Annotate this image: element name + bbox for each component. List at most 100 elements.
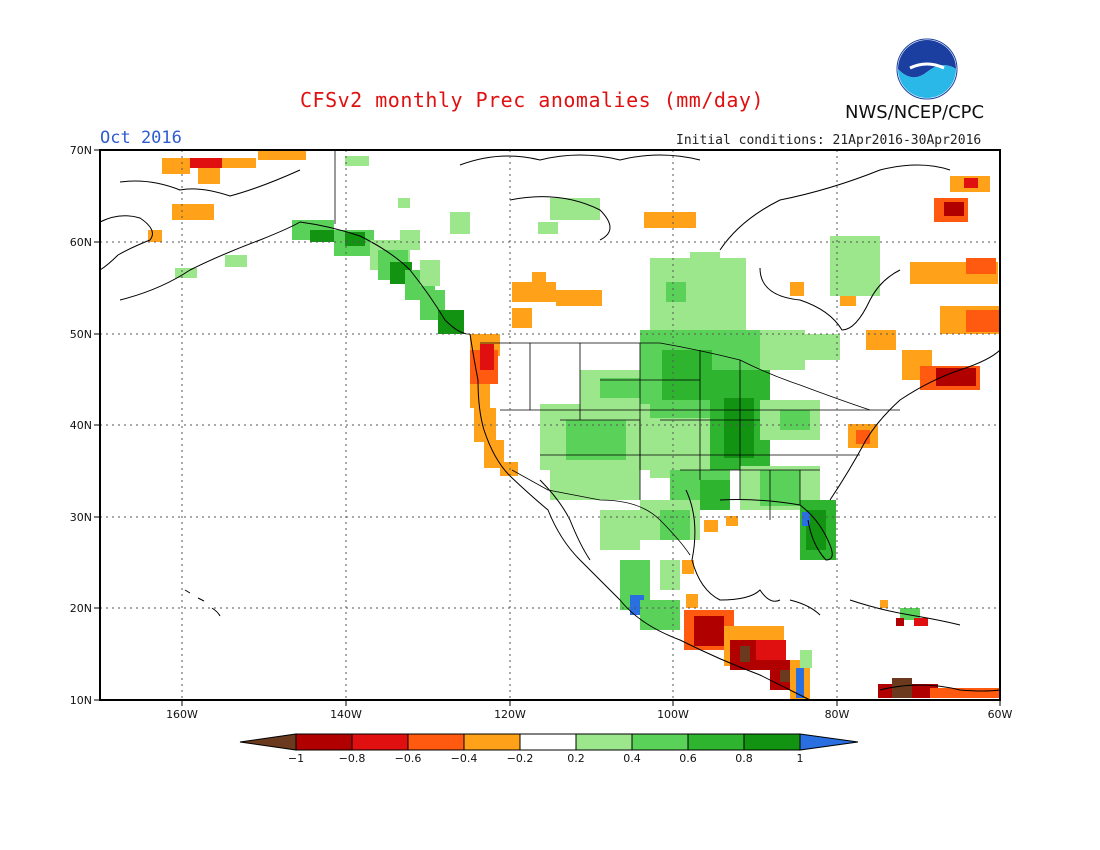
anomaly-patch bbox=[686, 594, 698, 608]
anomaly-patch bbox=[640, 600, 680, 630]
colorbar-label: −0.4 bbox=[451, 752, 478, 765]
anomaly-patch bbox=[724, 398, 754, 458]
anomaly-patch bbox=[694, 616, 724, 646]
colorbar-segment bbox=[295, 733, 353, 751]
lat-label: 20N bbox=[70, 602, 92, 615]
anomaly-patch bbox=[662, 350, 712, 400]
anomaly-patch bbox=[532, 272, 546, 282]
anomaly-patch bbox=[198, 168, 220, 184]
colorbar-arrow-low bbox=[239, 733, 297, 751]
anomaly-patch bbox=[966, 258, 996, 274]
org-label: NWS/NCEP/CPC bbox=[845, 102, 985, 123]
anomaly-patch bbox=[740, 646, 750, 662]
anomaly-patch bbox=[790, 282, 804, 296]
anomaly-patch bbox=[190, 158, 222, 168]
colorbar-label: 0.8 bbox=[735, 752, 753, 765]
anomaly-patch bbox=[800, 650, 812, 668]
lat-label: 70N bbox=[70, 144, 92, 157]
anomaly-patch bbox=[704, 520, 718, 532]
lat-label: 50N bbox=[70, 328, 92, 341]
anomaly-patch bbox=[556, 290, 602, 306]
anomaly-patch bbox=[480, 344, 494, 370]
colorbar-segment bbox=[743, 733, 801, 751]
anomaly-patch bbox=[600, 510, 640, 550]
anomaly-patch bbox=[900, 608, 920, 620]
anomaly-patch bbox=[800, 334, 840, 360]
colorbar-label: −1 bbox=[288, 752, 304, 765]
axis-ticks bbox=[94, 149, 1001, 706]
lon-label: 80W bbox=[825, 708, 850, 721]
colorbar-label: −0.2 bbox=[507, 752, 534, 765]
lon-label: 120W bbox=[494, 708, 526, 721]
anomaly-patch bbox=[944, 202, 964, 216]
map-title: CFSv2 monthly Prec anomalies (mm/day) bbox=[300, 88, 765, 112]
lon-label: 160W bbox=[166, 708, 198, 721]
colorbar-label: −0.8 bbox=[339, 752, 366, 765]
anomaly-patch bbox=[936, 368, 976, 386]
colorbar-label: 0.6 bbox=[679, 752, 697, 765]
anomaly-patch bbox=[966, 310, 1000, 332]
anomaly-patch bbox=[345, 156, 369, 166]
lon-label: 140W bbox=[330, 708, 362, 721]
anomaly-patch bbox=[450, 212, 470, 234]
anomaly-patch bbox=[644, 212, 696, 228]
anomaly-patch bbox=[500, 462, 518, 476]
anomaly-patch bbox=[856, 430, 870, 444]
anomaly-patch bbox=[162, 158, 190, 174]
colorbar: −1 −0.8 −0.6 −0.4 −0.2 0.2 0.4 0.6 0.8 1 bbox=[239, 733, 859, 765]
anomaly-patch bbox=[892, 678, 912, 698]
colorbar-label: 0.4 bbox=[623, 752, 641, 765]
anomaly-patch bbox=[566, 420, 626, 460]
anomaly-patch bbox=[880, 600, 888, 608]
anomaly-patch bbox=[512, 308, 532, 328]
lat-label: 40N bbox=[70, 419, 92, 432]
lon-label: 60W bbox=[988, 708, 1013, 721]
anomaly-patch bbox=[172, 204, 214, 220]
lat-label: 10N bbox=[70, 694, 92, 707]
colorbar-segment bbox=[463, 733, 521, 751]
noaa-logo-icon bbox=[896, 38, 958, 100]
anomaly-patch bbox=[726, 516, 738, 526]
anomaly-patch bbox=[512, 282, 556, 302]
colorbar-label: 0.2 bbox=[567, 752, 585, 765]
anomaly-patch bbox=[930, 688, 1000, 698]
anomaly-patch bbox=[222, 158, 256, 168]
lon-label: 100W bbox=[657, 708, 689, 721]
lat-label: 60N bbox=[70, 236, 92, 249]
anomaly-patch bbox=[538, 222, 558, 234]
anomaly-patch bbox=[600, 378, 640, 398]
colorbar-arrow-high bbox=[799, 733, 859, 751]
colorbar-segment bbox=[631, 733, 689, 751]
anomaly-patch bbox=[964, 178, 978, 188]
anomaly-patch bbox=[666, 282, 686, 302]
anomaly-patch bbox=[796, 668, 804, 698]
anomaly-patch bbox=[830, 236, 880, 296]
anomaly-patch bbox=[398, 198, 410, 208]
anomaly-patch bbox=[660, 560, 680, 590]
anomaly-patch bbox=[756, 640, 786, 660]
colorbar-segment bbox=[519, 733, 577, 751]
colorbar-segment bbox=[351, 733, 409, 751]
anomaly-patch bbox=[550, 470, 640, 500]
anomaly-patch bbox=[225, 255, 247, 267]
colorbar-segment bbox=[407, 733, 465, 751]
anomaly-patch bbox=[690, 252, 720, 272]
anomaly-patch bbox=[550, 198, 600, 220]
anomaly-patch bbox=[700, 480, 730, 510]
political-borders bbox=[334, 150, 900, 556]
anomaly-patch bbox=[310, 230, 340, 242]
anomaly-patch bbox=[682, 560, 694, 574]
anomaly-patch bbox=[148, 230, 162, 242]
anomaly-patch bbox=[760, 470, 800, 506]
anomaly-patch bbox=[806, 510, 826, 550]
anomaly-patch bbox=[650, 418, 710, 478]
gridlines bbox=[100, 150, 1000, 700]
longitude-labels: 160W 140W 120W 100W 80W 60W bbox=[166, 708, 1012, 721]
anomaly-patch bbox=[914, 618, 928, 626]
anomaly-patch bbox=[258, 150, 306, 160]
anomaly-patch bbox=[780, 670, 790, 682]
lat-label: 30N bbox=[70, 511, 92, 524]
coastlines bbox=[99, 154, 1001, 701]
colorbar-label: 1 bbox=[797, 752, 804, 765]
